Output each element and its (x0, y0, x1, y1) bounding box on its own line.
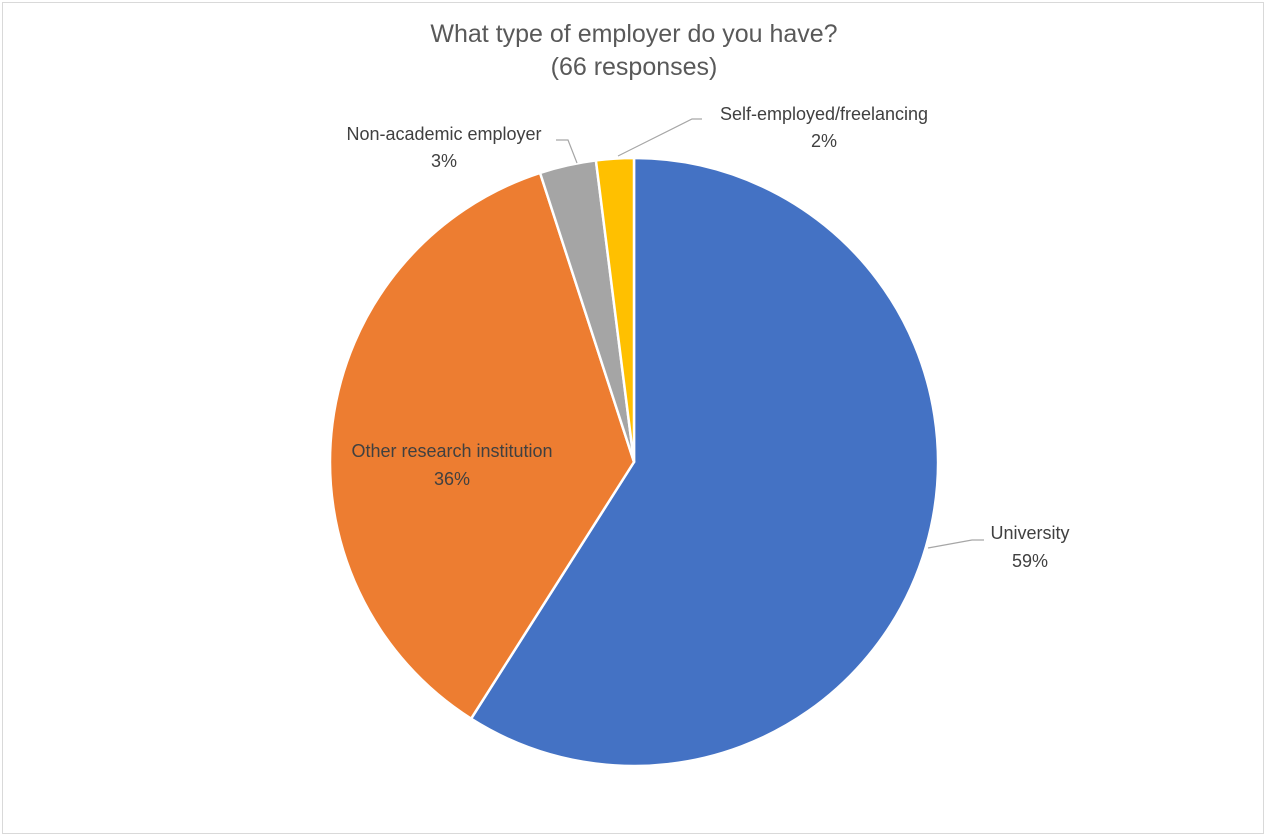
pie-slice-other-research-institution (328, 171, 636, 720)
data-label-category-self-employed-freelancing: Self-employed/freelancing (720, 104, 928, 124)
leader-lines (556, 118, 984, 549)
data-label-value-non-academic-employer: 3% (431, 151, 457, 171)
pie-slice-self-employed-freelancing (594, 156, 636, 464)
data-label-category-non-academic-employer: Non-academic employer (346, 124, 541, 144)
data-label-value-university: 59% (1012, 551, 1048, 571)
leader-line-university (927, 539, 984, 549)
chart-title: What type of employer do you have? (430, 20, 838, 48)
chart-title-block: What type of employer do you have? (66 r… (0, 18, 1268, 84)
pie-slices (328, 156, 940, 768)
pie-slice-university (469, 156, 940, 768)
data-label-category-other-research-institution: Other research institution (351, 441, 552, 461)
leader-line-self-employed-freelancing (617, 118, 702, 157)
data-label-value-self-employed-freelancing: 2% (811, 131, 837, 151)
leader-line-non-academic-employer (556, 139, 578, 164)
chart-subtitle: (66 responses) (550, 53, 718, 81)
data-labels: University 59% Other research institution 3… (346, 104, 1069, 571)
data-label-value-other-research-institution: 36% (434, 469, 470, 489)
data-label-category-university: University (990, 523, 1069, 543)
